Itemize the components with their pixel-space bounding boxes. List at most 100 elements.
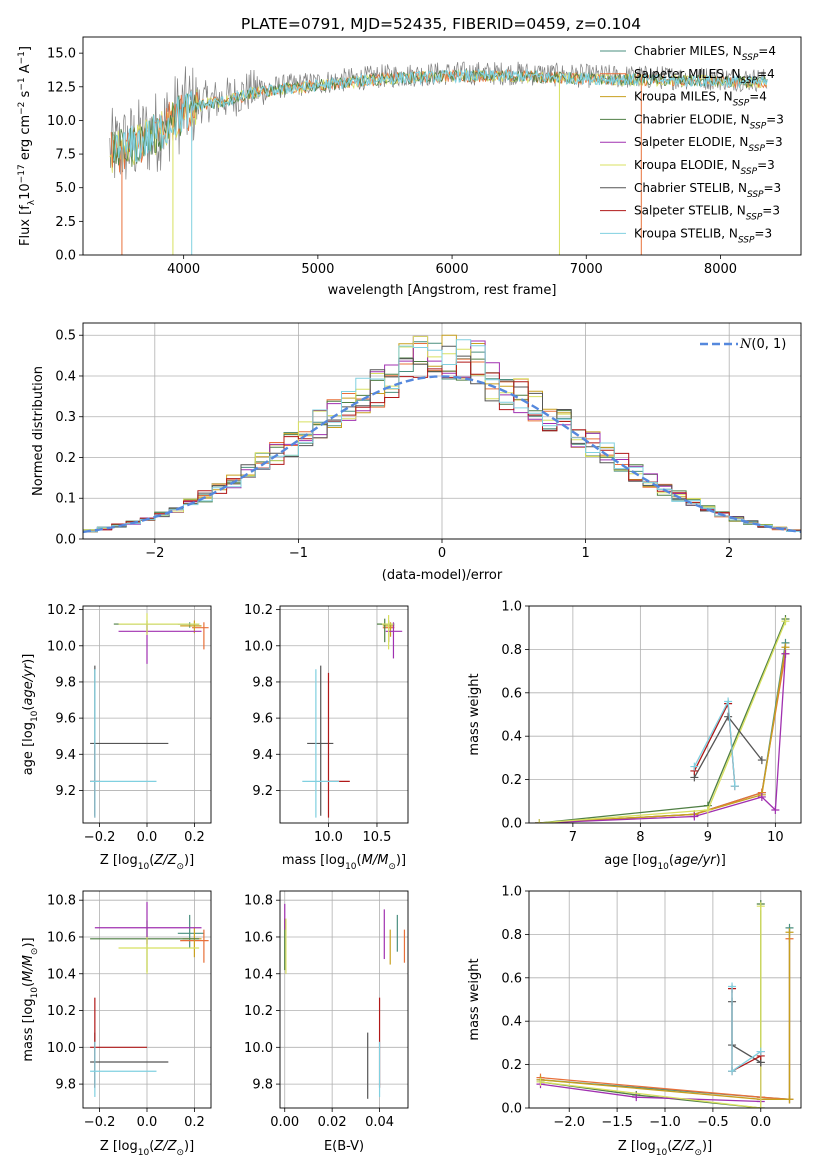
ytick-label-3: 0.6 — [501, 686, 522, 701]
plot-area-mass-vs-Z — [90, 902, 209, 1097]
axes-frame — [82, 890, 212, 1109]
panel-mass-vs-ebv: 0.00 0.02 0.04 9.8 10.0 10.2 10.4 10.6 10.8 E(B-V… — [244, 890, 409, 1154]
panel-age-vs-Z: −0.2 0.0 0.2 9.2 9.4 9.6 9.8 10.0 10.2 Z [log10(Z… — [21, 603, 212, 872]
ytick-label-3: 9.8 — [252, 675, 273, 690]
series-kroupa_stelib — [728, 982, 765, 1076]
xtick-label-2: 0 — [438, 546, 446, 561]
xtick-label-3: 10 — [767, 830, 784, 845]
xtick-label-2: 9 — [704, 830, 712, 845]
x-axis-label: Z [log10(Z/Z⊙)] — [100, 853, 194, 872]
xtick-label-1: 0.0 — [137, 1115, 158, 1130]
errorbar-kroupa_elodie-5 — [118, 613, 200, 635]
ytick-label-0: 0.0 — [55, 533, 76, 548]
axes-frame — [279, 605, 409, 824]
marker-kroupa_miles-2 — [785, 1095, 794, 1104]
marker-salpeter_elodie-2 — [757, 792, 766, 801]
errorbar-kroupa_stelib-8 — [302, 669, 340, 818]
axes-frame — [82, 36, 802, 256]
model-spectrum-kroupa_stelib — [113, 68, 768, 171]
ytick-label-5: 10.8 — [47, 894, 76, 909]
ytick-label-2: 9.6 — [252, 712, 273, 727]
xtick-label-2: 6000 — [436, 262, 469, 277]
ytick-label-2: 5.0 — [55, 181, 76, 196]
ytick-label-4: 0.4 — [55, 369, 76, 384]
ytick-label-2: 9.6 — [55, 712, 76, 727]
legend-label-0: Chabrier MILES, NSSP=4 — [634, 44, 776, 63]
xtick-label-2: 0.2 — [184, 1115, 205, 1130]
ytick-label-5: 0.5 — [55, 329, 76, 344]
errorbar-kroupa_stelib-8 — [90, 669, 157, 818]
ytick-label-2: 0.4 — [501, 730, 522, 745]
xtick-label-0: 10.0 — [314, 830, 343, 845]
ytick-label-6: 15.0 — [47, 47, 76, 62]
panel-residuals: −2 −1 0 1 2 0.0 0.1 0.2 0.3 0.4 0.5 (data-model)/er… — [31, 322, 802, 583]
legend-gaussian-label: N(0, 1) — [739, 337, 786, 352]
ytick-label-5: 10.2 — [244, 603, 273, 618]
ytick-label-4: 0.8 — [501, 643, 522, 658]
x-axis-label: E(B-V) — [324, 1139, 364, 1154]
plot-area-age-vs-Z — [90, 613, 209, 818]
errorbar-salpeter_elodie-4 — [118, 624, 202, 664]
series-chabrier_elodie — [535, 615, 790, 823]
ytick-label-5: 10.8 — [244, 894, 273, 909]
xtick-label-1: 0.0 — [137, 830, 158, 845]
ytick-label-0: 9.8 — [55, 1078, 76, 1093]
y-axis-label: age [log10(age/yr)] — [21, 654, 40, 776]
xtick-label-4: 2 — [725, 546, 733, 561]
figure-title: PLATE=0791, MJD=52435, FIBERID=0459, z=0… — [241, 15, 641, 33]
marker-kroupa_miles-3 — [785, 928, 794, 937]
marker-kroupa_stelib-0 — [690, 762, 699, 771]
errorbar-salpeter_elodie-4 — [94, 902, 202, 945]
ytick-label-3: 7.5 — [55, 148, 76, 163]
marker-chabrier_stelib-1 — [724, 712, 733, 721]
marker-kroupa_elodie-0 — [536, 1077, 545, 1086]
ytick-label-3: 0.6 — [501, 971, 522, 986]
ytick-label-3: 9.8 — [55, 675, 76, 690]
ytick-label-4: 10.0 — [47, 114, 76, 129]
y-axis-label: mass weight — [467, 673, 482, 755]
errorbar-kroupa_elodie-5 — [118, 936, 200, 974]
errorbar-kroupa_miles-2 — [182, 927, 202, 958]
xtick-label-1: 5000 — [301, 262, 334, 277]
axes-frame — [528, 890, 802, 1109]
legend-label-4: Salpeter ELODIE, NSSP=3 — [634, 135, 783, 154]
marker-salpeter_elodie-1 — [690, 812, 699, 821]
ytick-label-2: 0.2 — [55, 451, 76, 466]
errorbar-chabrier_miles-0 — [177, 622, 200, 628]
y-axis-label: mass [log10(M/M⊙)] — [21, 937, 40, 1061]
xtick-label-0: 4000 — [167, 262, 200, 277]
y-axis-label: Flux [fλ10−17 erg cm−2 s−1 A−1] — [17, 46, 37, 246]
plot-area-weight-vs-Z — [536, 900, 794, 1108]
y-axis-label: mass weight — [467, 958, 482, 1040]
legend-label-8: Kroupa STELIB, NSSP=3 — [634, 226, 772, 245]
axes-frame — [82, 322, 802, 540]
ytick-label-0: 0.0 — [501, 817, 522, 832]
errorbar-salpeter_stelib-7 — [327, 672, 350, 818]
ytick-label-5: 12.5 — [47, 80, 76, 95]
marker-salpeter_elodie-4 — [781, 649, 790, 658]
histogram-salpeter_stelib — [83, 361, 801, 539]
marker-kroupa_elodie-0 — [535, 819, 544, 823]
ytick-label-3: 0.3 — [55, 410, 76, 425]
y-axis-label: Normed distribution — [31, 366, 46, 496]
errorbar-kroupa_stelib-8 — [90, 1041, 157, 1097]
gaussian-curve — [83, 375, 801, 534]
xtick-label-1: −1 — [289, 546, 308, 561]
series-chabrier_miles — [535, 638, 790, 823]
xtick-label-1: 8 — [636, 830, 644, 845]
ytick-label-1: 2.5 — [55, 215, 76, 230]
xtick-label-0: −2 — [145, 546, 164, 561]
ytick-label-1: 9.4 — [252, 748, 273, 763]
series-kroupa_stelib — [690, 697, 739, 791]
xtick-label-0: −2.0 — [553, 1115, 585, 1130]
ytick-label-5: 10.2 — [47, 603, 76, 618]
errorbar-kroupa_elodie-5 — [381, 615, 394, 650]
marker-kroupa_stelib-0 — [728, 982, 737, 991]
ytick-label-3: 10.4 — [47, 967, 76, 982]
x-axis-label: (data-model)/error — [382, 568, 503, 583]
legend-label-3: Chabrier ELODIE, NSSP=3 — [634, 112, 784, 131]
legend-label-7: Salpeter STELIB, NSSP=3 — [634, 204, 780, 223]
legend-label-2: Kroupa MILES, NSSP=4 — [634, 90, 767, 109]
marker-kroupa_elodie-2 — [756, 902, 765, 911]
marker-salpeter_elodie-1 — [632, 1093, 641, 1102]
